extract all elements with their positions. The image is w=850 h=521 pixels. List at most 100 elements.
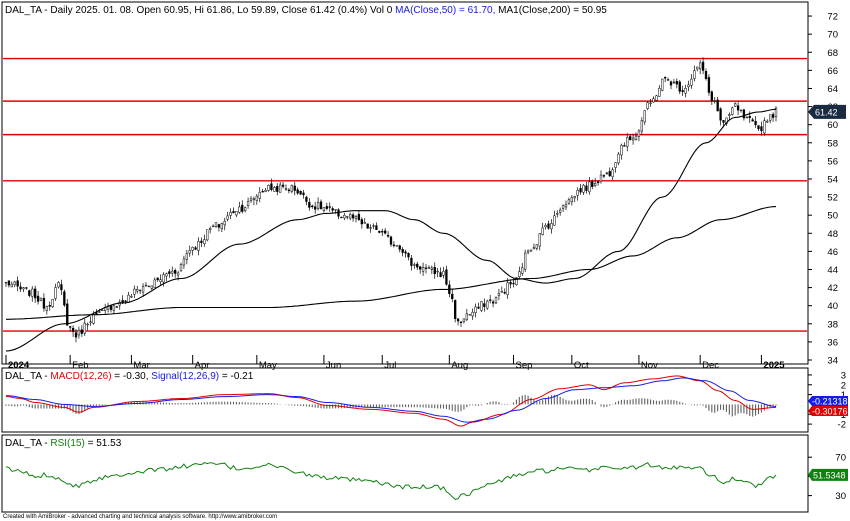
candle-body <box>392 244 396 246</box>
y-tick-label: 64 <box>827 84 838 95</box>
candle-body <box>728 114 731 116</box>
candle-body <box>672 81 676 84</box>
candle-body <box>550 223 553 230</box>
candle-body <box>486 300 489 309</box>
candle-body <box>529 249 533 252</box>
candle-body <box>176 272 180 276</box>
candle-body <box>363 222 366 224</box>
candle-body <box>168 271 171 274</box>
candle-body <box>232 211 235 214</box>
candle-body <box>760 126 763 132</box>
candle-body <box>386 234 390 237</box>
candle-body <box>494 297 498 304</box>
rsi-pane-frame <box>1 434 809 513</box>
candle-body <box>617 153 620 164</box>
candle-body <box>769 114 772 121</box>
macd-y-tick-label: 2 <box>841 380 846 391</box>
candle-body <box>588 181 591 193</box>
candle-body <box>141 286 145 293</box>
candle-body <box>375 225 378 230</box>
candle-body <box>246 201 250 207</box>
candle-body <box>305 196 308 202</box>
candle-body <box>159 279 162 282</box>
y-tick-label: 58 <box>827 138 838 149</box>
candle-body <box>10 283 13 288</box>
candle-body <box>340 216 343 219</box>
y-tick-label: 66 <box>827 66 838 77</box>
candle-body <box>404 251 407 254</box>
rsi-tag: 51.5348 <box>808 468 848 481</box>
candle-body <box>179 263 183 272</box>
candle-body <box>287 189 291 192</box>
candle-body <box>92 314 95 324</box>
candle-body <box>547 223 550 229</box>
candle-body <box>483 303 486 308</box>
candle-body <box>325 206 328 209</box>
rsi-header-ticker: DAL_TA <box>5 438 42 449</box>
candle-body <box>576 190 579 196</box>
candle-body <box>34 288 37 299</box>
candle-body <box>357 214 361 220</box>
candle-body <box>433 267 436 275</box>
candle-body <box>346 216 349 218</box>
candle-body <box>559 209 562 213</box>
candle-body <box>369 227 372 229</box>
macd-pane-frame <box>1 367 809 433</box>
candle-body <box>535 244 538 249</box>
candle-body <box>564 204 568 208</box>
candle-body <box>623 145 626 147</box>
y-tick-label: 36 <box>827 337 838 348</box>
candle-body <box>640 120 643 132</box>
candle-body <box>51 298 54 308</box>
candle-body <box>188 250 191 254</box>
candle-body <box>518 271 521 277</box>
price-header-info: - Daily 2025. 01. 08. Open 60.95, Hi 61.… <box>42 5 396 16</box>
rsi-line <box>5 462 777 500</box>
candle-body <box>89 321 92 323</box>
y-tick-label: 48 <box>827 229 838 240</box>
candle-body <box>599 174 603 182</box>
macd-header-ticker: DAL_TA <box>5 371 42 382</box>
candle-body <box>666 79 670 81</box>
price-header-ma50: MA(Close,50) = 61.70, <box>395 5 495 16</box>
candle-body <box>416 263 419 268</box>
candle-body <box>45 306 48 311</box>
y-tick-label: 40 <box>827 301 838 312</box>
candle-body <box>722 120 725 123</box>
candle-body <box>296 189 299 194</box>
candle-body <box>701 61 705 71</box>
candle-body <box>165 273 168 277</box>
candle-body <box>16 280 19 287</box>
candle-body <box>503 292 506 294</box>
candle-body <box>620 144 623 156</box>
candle-body <box>395 245 398 247</box>
candle-body <box>223 220 226 226</box>
candle-body <box>690 78 693 86</box>
candle-body <box>25 287 28 289</box>
candle-body <box>308 202 311 208</box>
candle-body <box>130 296 133 298</box>
candle-body <box>384 230 387 234</box>
candle-body <box>66 303 69 326</box>
candle-body <box>681 90 684 92</box>
candle-body <box>456 318 460 322</box>
candle-body <box>13 281 16 286</box>
candle-body <box>710 91 713 101</box>
candle-body <box>109 305 113 310</box>
price-header-ma200: MA1(Close,200) = 50.95 <box>495 5 607 16</box>
candle-body <box>731 107 734 115</box>
candle-body <box>766 120 769 123</box>
candle-body <box>629 136 632 141</box>
candle-body <box>349 214 352 219</box>
candle-body <box>244 207 247 211</box>
candle-body <box>147 285 151 288</box>
macd-tag-shape <box>808 406 848 416</box>
candle-body <box>322 207 326 211</box>
candle-body <box>687 84 690 88</box>
candle-body <box>646 102 649 109</box>
price-pane-frame <box>1 1 809 365</box>
candle-body <box>185 253 188 260</box>
price-header-ticker: DAL_TA <box>5 5 42 16</box>
candle-body <box>389 236 393 245</box>
candle-body <box>771 114 775 118</box>
